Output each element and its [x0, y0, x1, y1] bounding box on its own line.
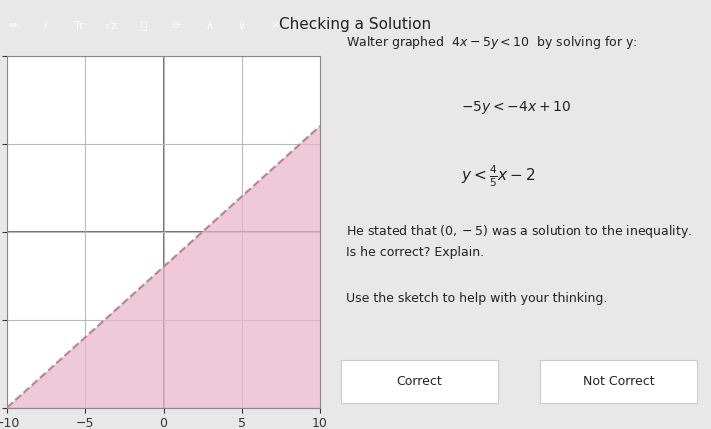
Text: ✏: ✏ [9, 21, 18, 31]
Text: /: / [44, 21, 48, 31]
Text: Not Correct: Not Correct [583, 375, 654, 388]
Text: √z: √z [105, 21, 118, 31]
Text: Walter graphed  $4x - 5y < 10$  by solving for y:: Walter graphed $4x - 5y < 10$ by solving… [346, 34, 638, 51]
Text: Checking a Solution: Checking a Solution [279, 17, 432, 32]
Text: Correct: Correct [397, 375, 442, 388]
Text: ×: × [270, 21, 279, 31]
Text: $-5y < -4x + 10$: $-5y < -4x + 10$ [461, 99, 572, 116]
Text: Tr: Tr [74, 21, 83, 31]
Text: ⟳: ⟳ [172, 21, 181, 31]
Text: He stated that $(0, -5)$ was a solution to the inequality.
Is he correct? Explai: He stated that $(0, -5)$ was a solution … [346, 223, 693, 259]
Text: 🖊: 🖊 [141, 21, 147, 31]
Text: ∧: ∧ [205, 21, 213, 31]
Text: Use the sketch to help with your thinking.: Use the sketch to help with your thinkin… [346, 292, 608, 305]
Text: ∨: ∨ [238, 21, 246, 31]
Text: $y < \frac{4}{5}x - 2$: $y < \frac{4}{5}x - 2$ [461, 163, 536, 189]
